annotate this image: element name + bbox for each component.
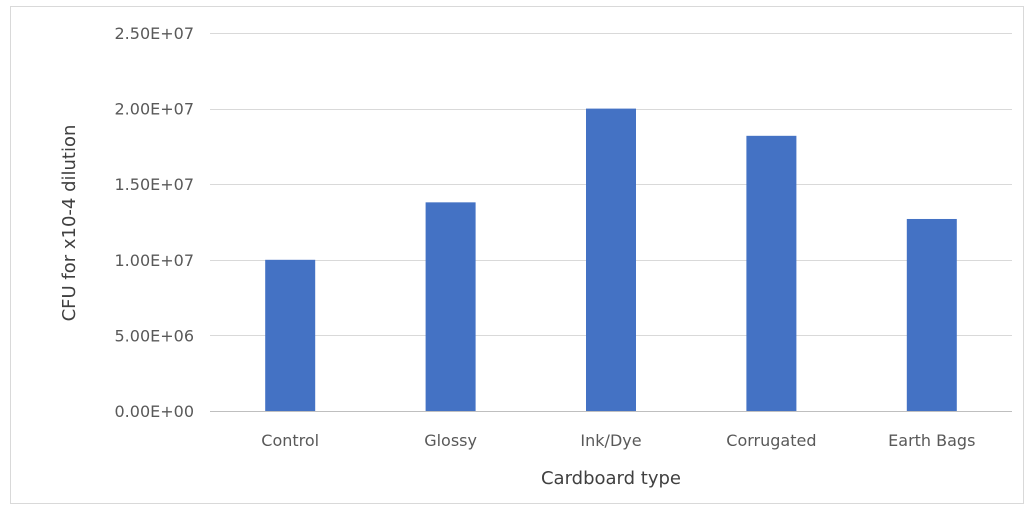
y-axis-title: CFU for x10-4 dilution [59,125,80,322]
x-tick-label: Earth Bags [888,431,975,450]
bar-control [265,259,316,411]
y-tick-label: 0.00E+00 [115,402,195,421]
y-tick-label: 1.50E+07 [115,175,195,194]
y-tick-label: 2.00E+07 [115,100,195,119]
x-tick-labels: Control Glossy Ink/Dye Corrugated Earth Bags [261,431,975,450]
y-tick-label: 5.00E+06 [115,326,195,345]
x-tick-label: Ink/Dye [580,431,641,450]
y-tick-label: 1.00E+07 [115,251,195,270]
bar-ink-dye [586,108,636,411]
chart-frame [10,6,1024,504]
x-tick-label: Control [261,431,319,450]
bars [265,108,957,412]
bar-glossy [425,202,476,411]
x-tick-label: Glossy [424,431,477,450]
bar-earth-bags [906,218,957,411]
x-tick-label: Corrugated [726,431,816,450]
y-tick-label: 2.50E+07 [115,24,195,43]
x-axis-title: Cardboard type [541,468,681,489]
bar-corrugated [746,135,797,412]
y-tick-labels: 0.00E+00 5.00E+06 1.00E+07 1.50E+07 2.00E+07… [115,24,195,421]
